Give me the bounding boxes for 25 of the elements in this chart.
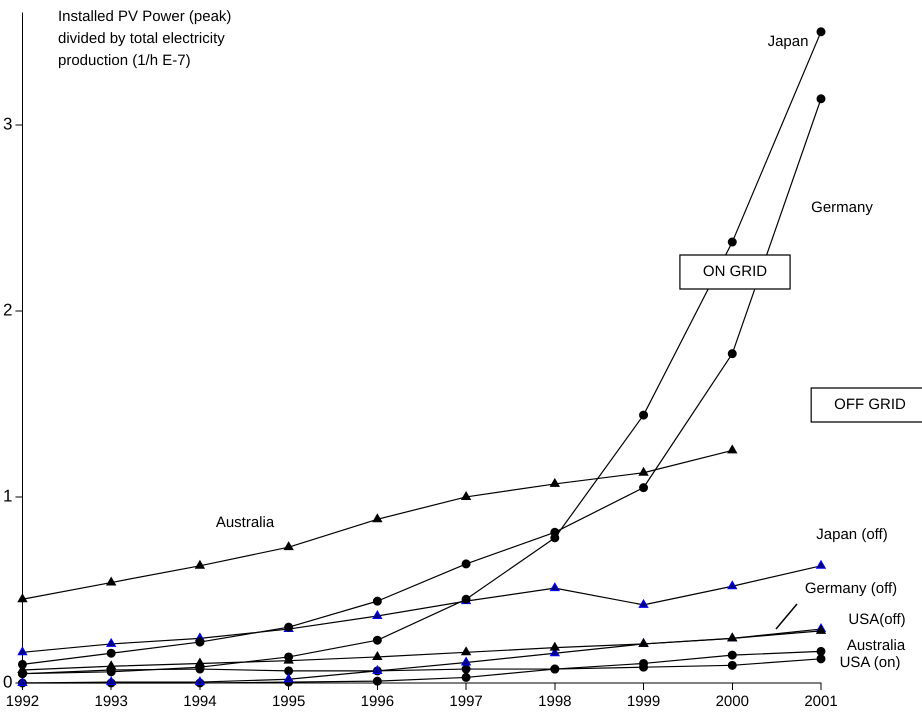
x-tick-label: 1995	[272, 693, 306, 710]
x-tick-label: 1999	[626, 693, 660, 710]
series-label: Japan (off)	[816, 526, 888, 544]
text: OFF GRID	[834, 396, 906, 414]
x-tick-label: 1996	[360, 693, 394, 710]
series-label: Australia	[846, 637, 906, 654]
annotation: ON GRID	[702, 263, 768, 280]
x-tick-label: 1992	[6, 693, 40, 710]
y-tick-label: 2	[2, 300, 12, 320]
x-tick-label: 2001	[804, 693, 838, 710]
series-label: Japan	[768, 33, 808, 50]
y-tick-label: 1	[2, 486, 12, 506]
y-tick-label: 0	[2, 672, 12, 692]
series-label: Germany	[811, 199, 874, 216]
x-tick-label: 1994	[183, 693, 217, 710]
y-tick-label: 3	[2, 114, 12, 134]
y-axis-title: Installed PV Power (peak) divided by total electricity production (1/h E-7)	[58, 7, 232, 71]
series-label: Australia	[216, 514, 275, 532]
series-label: USA(off)	[848, 611, 906, 628]
x-tick-label: 1997	[449, 693, 483, 710]
x-tick-label: 1993	[94, 693, 128, 710]
x-tick-label: 1998	[538, 693, 572, 710]
text: Germany (off)	[804, 580, 898, 598]
series-label: USA (on)	[840, 654, 900, 672]
x-tick-label: 2000	[716, 693, 749, 710]
